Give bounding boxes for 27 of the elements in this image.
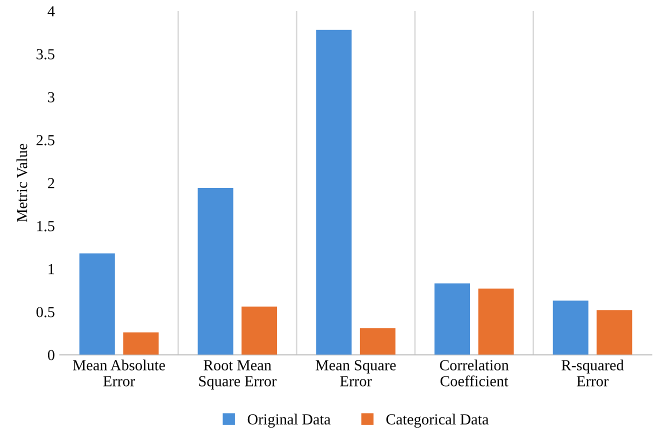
y-tick-label: 3 [48, 92, 54, 102]
bar [123, 332, 159, 355]
y-tick-label: 0 [48, 350, 54, 360]
legend-label: Categorical Data [386, 414, 489, 428]
bar [434, 283, 470, 355]
y-tick-label: 2.5 [36, 135, 54, 146]
x-tick-label: R-squared Error [562, 360, 624, 386]
y-tick-label: 1 [48, 264, 54, 274]
y-tick-label: 2 [48, 178, 54, 188]
bar [242, 306, 278, 355]
x-tick-label: Root Mean Square Error [199, 360, 277, 390]
x-tick-label: Mean Absolute Error [73, 360, 165, 386]
bar [552, 300, 588, 355]
y-axis-title: Metric Value [16, 144, 28, 222]
y-tick-label: 4 [48, 6, 55, 16]
bar [478, 288, 514, 355]
x-tick-label: Mean Square Error [316, 360, 396, 386]
bar [79, 253, 115, 355]
bar [198, 188, 234, 355]
bar [316, 30, 352, 355]
y-tick-label: 0.5 [36, 306, 54, 318]
bar [360, 328, 396, 355]
legend-label: Original Data [248, 414, 331, 428]
x-tick-label: Correlation Coefficient [440, 360, 509, 386]
y-tick-label: 3.5 [36, 49, 54, 60]
bar [596, 310, 632, 355]
y-tick-label: 1.5 [37, 221, 54, 232]
